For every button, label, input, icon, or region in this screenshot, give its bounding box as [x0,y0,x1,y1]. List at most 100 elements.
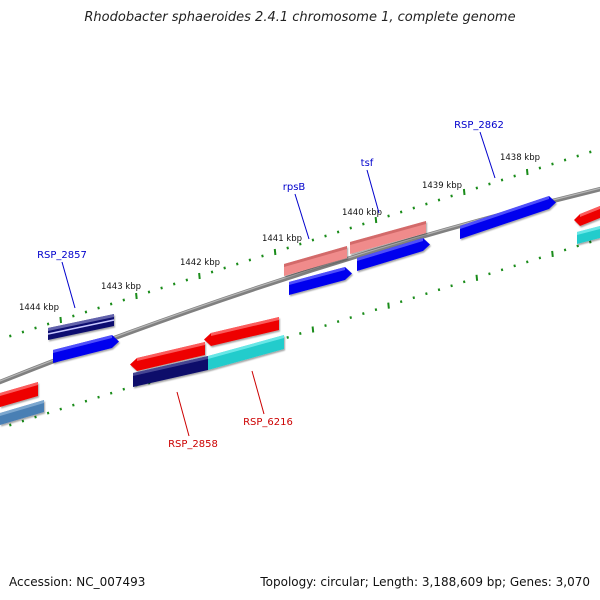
lower-scale-tick [9,423,12,427]
gene-label: rpsB [283,182,306,193]
lower-scale-tick [525,260,529,264]
upper-scale-tick [84,310,88,314]
gene-callout-line [176,391,190,437]
upper-scale-tick [147,290,151,294]
upper-scale-tick [538,166,542,170]
lower-scale-tick [299,332,302,335]
genome-stats-text: Topology: circular; Length: 3,188,609 bp… [260,575,590,589]
upper-scale-tick [223,266,226,270]
upper-scale-tick [576,154,579,158]
lower-scale-tick [122,387,126,391]
gene-block-cyan-bevel [208,335,284,359]
gene-block-cyan-edge [577,226,600,244]
gene-block-navy-reverse-bevel [133,356,208,376]
upper-scale-tick [97,306,100,310]
upper-scale-tick [513,174,516,178]
upper-scale-tick [248,258,252,262]
gene-block-RSP_2862-body [460,196,556,239]
upper-scale-tick [210,270,214,274]
scale-tick-label: 1441 kbp [262,234,302,244]
accession-text: Accession: NC_007493 [9,575,146,589]
gene-block-RSP_6216 [204,317,279,346]
scale-tick-label: 1442 kbp [180,258,220,268]
upper-scale-tick [135,292,138,300]
lower-scale-tick [551,250,554,258]
lower-scale-tick [475,274,479,281]
gene-block-RSP_2862 [460,196,556,239]
lower-scale-tick [349,316,353,320]
lower-scale-tick [589,240,592,244]
lower-scale-tick [109,391,113,395]
upper-scale-tick [122,298,126,302]
upper-scale-tick [109,302,113,306]
gene-block-RSP_2858-bevel [137,342,205,361]
lower-scale-tick [576,244,579,248]
lower-scale-tick [412,296,416,300]
gene-block-RSP_6216-bevel [211,317,279,336]
lower-scale-tick [34,415,37,419]
lower-scale-tick [488,272,491,276]
upper-scale-tick [437,198,441,202]
lower-scale-tick [374,308,378,312]
gene-block-cyan-body [208,335,284,370]
gene-block-tsf [357,238,430,271]
gene-block-steel-left-edge-bevel [0,400,44,416]
lower-scale-tick [311,326,315,333]
gene-label: RSP_2857 [37,250,87,261]
gene-label: RSP_2862 [454,120,504,131]
lower-scale-tick [21,419,25,423]
gene-block-steel-left-edge [0,400,44,425]
upper-scale-tick [488,182,491,186]
gene-block-red-left-edge [0,382,38,407]
gene-label: tsf [361,158,374,169]
upper-scale-tick [160,286,163,290]
gene-block-red-left-edge-body [0,382,38,407]
upper-scale-tick [399,210,403,214]
gene-block-tsf-body [357,238,430,271]
upper-scale-tick [374,216,378,224]
gene-block-cyan-edge-bevel [577,226,600,235]
lower-scale-tick [97,395,100,399]
gene-block-RSP_2857-bevel [53,335,112,353]
upper-scale-tick [551,162,554,166]
upper-scale-tick [261,254,264,258]
gene-block-red-edge-bevel [580,206,600,217]
upper-scale-tick [589,150,592,154]
upper-scale-tick [21,330,25,334]
lower-scale-tick [336,320,340,324]
upper-scale-tick [72,314,75,318]
lower-scale-tick [462,280,466,284]
gene-callout-line [251,370,265,415]
upper-scale-tick [525,168,529,176]
upper-scale-tick [311,238,315,242]
gene-block-navy-left-bevel [48,314,114,331]
upper-scale-tick [425,202,428,206]
lower-scale-tick [563,248,567,252]
lower-scale-tick [538,256,542,260]
upper-scale-tick [500,178,504,182]
upper-scale-tick [349,226,353,230]
gene-block-tsf-bevel [357,238,423,261]
scale-tick-label: 1444 kbp [19,303,59,313]
upper-scale-tick [286,246,289,250]
lower-scale-tick [450,284,453,288]
gene-block-RSP_2857-body [53,335,119,363]
gene-callout-line [294,193,310,240]
scale-tick-label: 1440 kbp [342,208,382,218]
lower-scale-tick [59,407,63,411]
gene-block-rpsB [289,267,352,295]
upper-scale-tick [9,334,12,338]
lower-scale-tick [425,292,428,296]
navy-stripe [47,319,115,335]
scale-tick-label: 1443 kbp [101,282,141,292]
gene-block-RSP_2858 [130,342,205,371]
upper-scale-tick [46,322,50,326]
upper-scale-tick [450,194,453,198]
gene-block-rpsB-bevel [289,267,345,285]
gene-label: RSP_2858 [168,439,218,450]
lower-scale-tick [437,288,441,292]
gene-block-pink-upper-bevel [350,221,426,245]
scale-tick-label: 1439 kbp [422,181,462,191]
lower-scale-tick [46,411,50,415]
lower-scale-tick [387,302,390,309]
